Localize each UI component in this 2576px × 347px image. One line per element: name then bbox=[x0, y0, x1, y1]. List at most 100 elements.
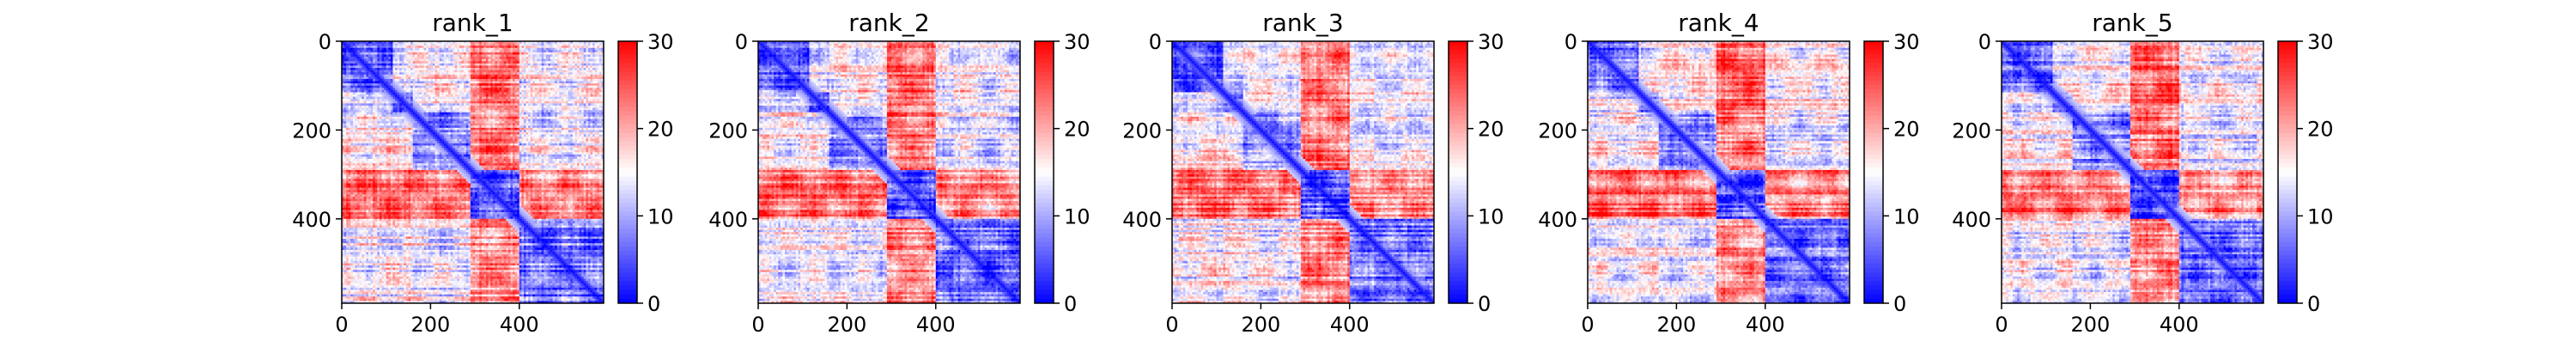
colorbar-segment bbox=[2278, 242, 2297, 247]
colorbar-segment bbox=[1864, 68, 1883, 73]
colorbar-tick-label: 30 bbox=[647, 30, 674, 54]
colorbar-segment bbox=[1864, 41, 1883, 46]
colorbar-segment bbox=[1449, 159, 1467, 164]
colorbar-segment bbox=[1035, 290, 1054, 295]
colorbar-segment bbox=[618, 142, 637, 147]
colorbar-segment bbox=[1864, 81, 1883, 86]
colorbar-segment bbox=[618, 277, 637, 283]
x-tick-label: 0 bbox=[1165, 313, 1178, 337]
colorbar-segment bbox=[1449, 229, 1467, 234]
colorbar-segment bbox=[1449, 290, 1467, 295]
y-tick-label: 400 bbox=[1952, 208, 1991, 232]
colorbar-segment bbox=[1035, 216, 1054, 221]
colorbar-segment bbox=[618, 251, 637, 256]
colorbar-segment bbox=[2278, 220, 2297, 225]
colorbar-segment bbox=[1864, 255, 1883, 260]
colorbar-segment bbox=[1449, 120, 1467, 125]
colorbar-segment bbox=[1035, 125, 1054, 130]
colorbar-segment bbox=[1035, 58, 1054, 64]
colorbar-segment bbox=[2278, 54, 2297, 59]
colorbar-segment bbox=[618, 216, 637, 221]
colorbar-segment bbox=[1449, 225, 1467, 230]
colorbar-segment bbox=[618, 207, 637, 212]
colorbar-segment bbox=[1035, 120, 1054, 125]
colorbar-segment bbox=[618, 203, 637, 208]
colorbar-segment bbox=[1864, 282, 1883, 287]
colorbar-tick-label: 10 bbox=[1893, 204, 1920, 228]
colorbar-segment bbox=[618, 137, 637, 143]
colorbar-segment bbox=[2278, 98, 2297, 103]
colorbar-segment bbox=[2278, 190, 2297, 195]
colorbar-segment bbox=[2278, 155, 2297, 160]
y-tick-label: 400 bbox=[708, 208, 748, 232]
colorbar-segment bbox=[1449, 181, 1467, 186]
colorbar-segment bbox=[1449, 203, 1467, 208]
colorbar-segment bbox=[1449, 98, 1467, 103]
colorbar-segment bbox=[1035, 155, 1054, 160]
colorbar-segment bbox=[618, 229, 637, 234]
colorbar-segment bbox=[1449, 129, 1467, 134]
colorbar-segment bbox=[1864, 133, 1883, 138]
colorbar-segment bbox=[1035, 177, 1054, 182]
colorbar-segment bbox=[1449, 255, 1467, 260]
colorbar-segment bbox=[1449, 85, 1467, 90]
colorbar-segment bbox=[618, 89, 637, 94]
panel-title: rank_1 bbox=[432, 9, 513, 37]
colorbar-segment bbox=[618, 167, 637, 173]
colorbar-segment bbox=[618, 211, 637, 216]
colorbar-segment bbox=[1035, 251, 1054, 256]
y-tick-label: 200 bbox=[1952, 119, 1991, 143]
colorbar-segment bbox=[1449, 76, 1467, 82]
colorbar-segment bbox=[1864, 155, 1883, 160]
colorbar-segment bbox=[618, 41, 637, 46]
colorbar-segment bbox=[618, 85, 637, 90]
y-tick-label: 200 bbox=[292, 119, 331, 143]
colorbar-segment bbox=[1035, 142, 1054, 147]
colorbar-segment bbox=[2278, 198, 2297, 204]
colorbar-segment bbox=[1035, 50, 1054, 55]
colorbar-segment bbox=[1035, 234, 1054, 239]
colorbar-segment bbox=[1449, 282, 1467, 287]
colorbar-segment bbox=[1449, 211, 1467, 216]
colorbar-segment bbox=[2278, 129, 2297, 134]
colorbar-segment bbox=[1449, 94, 1467, 99]
colorbar-segment bbox=[2278, 207, 2297, 212]
colorbar-segment bbox=[1449, 46, 1467, 51]
colorbar-segment bbox=[1035, 46, 1054, 51]
colorbar-segment bbox=[1864, 264, 1883, 269]
heatmap-cells bbox=[1588, 41, 1850, 303]
colorbar-segment bbox=[1449, 125, 1467, 130]
colorbar-segment bbox=[1864, 167, 1883, 173]
colorbar-segment bbox=[1035, 272, 1054, 277]
colorbar-segment bbox=[2278, 159, 2297, 164]
colorbar-segment bbox=[1864, 150, 1883, 155]
colorbar-segment bbox=[618, 72, 637, 77]
colorbar-segment bbox=[618, 63, 637, 68]
colorbar-segment bbox=[2278, 173, 2297, 178]
y-tick-label: 0 bbox=[735, 30, 748, 54]
x-tick-label: 400 bbox=[1330, 313, 1370, 337]
heatmap-cells bbox=[342, 41, 604, 303]
colorbar-tick-label: 10 bbox=[1478, 204, 1504, 228]
colorbar-segment bbox=[2278, 247, 2297, 252]
colorbar-segment bbox=[2278, 125, 2297, 130]
colorbar-segment bbox=[1449, 268, 1467, 273]
colorbar-segment bbox=[618, 155, 637, 160]
colorbar-segment bbox=[1864, 63, 1883, 68]
colorbar-segment bbox=[1035, 198, 1054, 204]
colorbar-segment bbox=[1864, 268, 1883, 273]
colorbar-segment bbox=[1035, 102, 1054, 107]
colorbar-segment bbox=[618, 107, 637, 112]
colorbar-segment bbox=[1035, 54, 1054, 59]
colorbar-segment bbox=[1864, 186, 1883, 191]
colorbar-segment bbox=[1449, 194, 1467, 199]
colorbar-segment bbox=[1035, 225, 1054, 230]
colorbar-segment bbox=[1864, 120, 1883, 125]
colorbar-segment bbox=[1864, 142, 1883, 147]
colorbar-tick-label: 10 bbox=[1064, 204, 1091, 228]
